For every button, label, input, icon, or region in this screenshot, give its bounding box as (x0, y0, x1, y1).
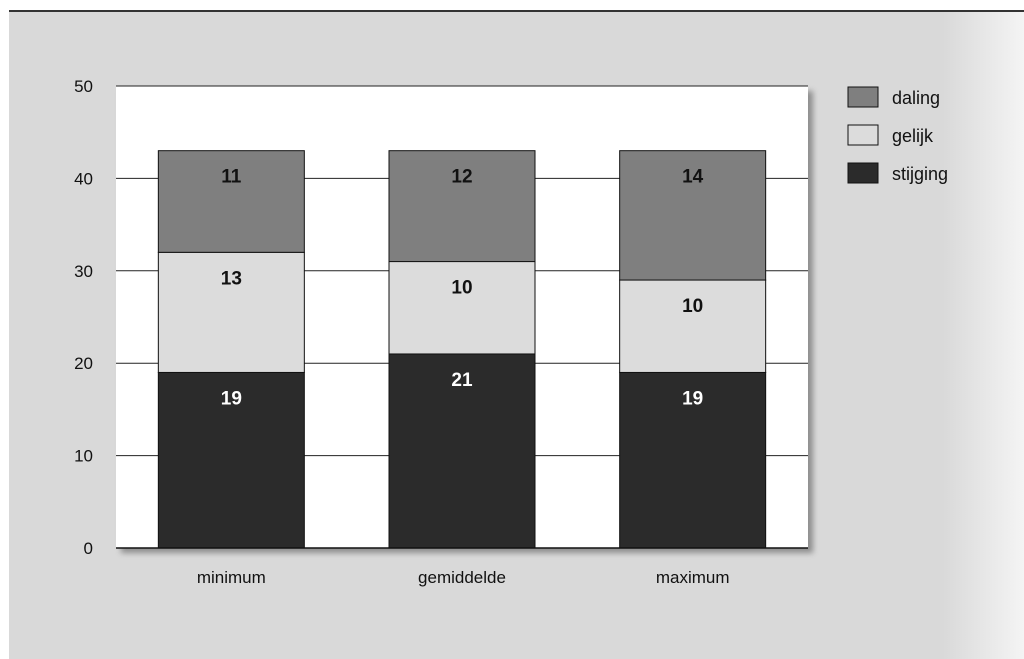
data-label-gelijk: 13 (221, 268, 242, 289)
data-label-daling: 14 (682, 167, 704, 188)
y-tick-label: 30 (74, 262, 93, 281)
data-label-gelijk: 10 (451, 278, 472, 299)
bar-segment-stijging (388, 353, 536, 549)
y-tick-label: 10 (74, 447, 93, 466)
bar-segment-stijging (157, 371, 305, 549)
legend: daling gelijk stijging (847, 86, 948, 184)
legend-swatch-stijging (847, 162, 879, 184)
data-label-stijging: 19 (221, 388, 242, 409)
bar-segment-stijging (619, 371, 767, 549)
y-tick-label: 40 (74, 169, 93, 188)
y-tick-label: 0 (84, 539, 93, 558)
bar-segment-gelijk (619, 279, 767, 373)
data-label-daling: 12 (451, 167, 472, 188)
x-category-label: gemiddelde (418, 568, 506, 587)
bar-segment-daling (157, 150, 305, 253)
x-category-label: minimum (197, 568, 266, 587)
data-label-stijging: 21 (451, 370, 473, 391)
y-tick-label: 20 (74, 354, 93, 373)
bar-segment-gelijk (157, 251, 305, 373)
bars: 19 13 11 21 10 12 19 10 14 (157, 150, 767, 549)
x-axis: minimum gemiddelde maximum (197, 568, 730, 587)
data-label-daling: 11 (221, 167, 242, 188)
y-tick-label: 50 (74, 77, 93, 96)
data-label-gelijk: 10 (682, 296, 703, 317)
legend-label-daling: daling (892, 88, 940, 108)
bar-segment-gelijk (388, 261, 536, 355)
legend-label-gelijk: gelijk (892, 126, 934, 146)
y-axis: 0 10 20 30 40 50 (74, 77, 808, 558)
bar-segment-daling (619, 150, 767, 281)
legend-swatch-daling (847, 86, 879, 108)
legend-swatch-gelijk (847, 124, 879, 146)
bar-segment-daling (388, 150, 536, 263)
legend-label-stijging: stijging (892, 164, 948, 184)
x-category-label: maximum (656, 568, 730, 587)
data-label-stijging: 19 (682, 388, 703, 409)
